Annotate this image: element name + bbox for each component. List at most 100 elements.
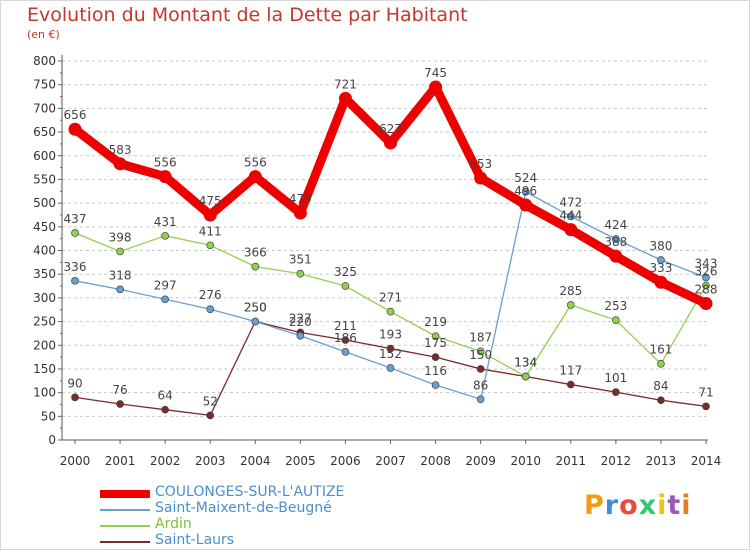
series-point-1 [566, 212, 575, 221]
legend-item: Ardin [100, 516, 400, 534]
data-label: 175 [424, 336, 447, 350]
data-label: 161 [649, 343, 672, 357]
y-tick-label: 50 [41, 409, 56, 423]
legend-swatch [100, 509, 150, 511]
y-tick-label: 800 [33, 54, 56, 68]
data-label: 250 [244, 301, 267, 315]
series-point-0 [609, 249, 623, 263]
logo-letter: i [681, 490, 692, 521]
series-point-1 [702, 273, 710, 282]
series-point-3 [161, 405, 169, 414]
data-label: 134 [514, 356, 537, 370]
data-label: 318 [109, 268, 132, 282]
data-label: 627 [379, 122, 402, 136]
series-point-1 [71, 276, 79, 285]
y-tick-label: 100 [33, 386, 56, 400]
series-point-3 [476, 365, 485, 373]
series-point-2 [476, 347, 485, 356]
logo-letter: x [638, 490, 658, 521]
logo-letter: P [584, 490, 605, 521]
x-tick-label: 2011 [556, 454, 587, 468]
logo-letter: o [619, 490, 639, 521]
series-point-3 [206, 411, 215, 420]
series-point-0 [384, 136, 397, 150]
legend-label: COULONGES-SUR-L'AUTIZE [155, 484, 345, 500]
series-point-2 [251, 262, 260, 271]
series-point-1 [161, 295, 169, 304]
data-label: 76 [112, 383, 127, 397]
legend-label: Saint-Laurs [155, 532, 235, 548]
series-point-3 [431, 353, 440, 361]
data-label: 721 [334, 77, 357, 91]
data-label: 479 [289, 192, 312, 206]
series-point-0 [654, 275, 668, 289]
series-point-0 [68, 122, 82, 136]
data-label: 524 [514, 171, 537, 185]
legend-item: COULONGES-SUR-L'AUTIZE [100, 484, 400, 502]
y-tick-label: 650 [33, 125, 56, 139]
series-point-1 [476, 395, 485, 404]
y-tick-label: 200 [33, 338, 56, 352]
y-tick-label: 700 [33, 101, 56, 115]
series-point-2 [161, 231, 169, 240]
data-label: 288 [695, 283, 718, 297]
data-label: 437 [64, 212, 87, 226]
data-label: 336 [64, 260, 87, 274]
series-point-0 [158, 170, 172, 184]
data-label: 411 [199, 224, 222, 238]
data-label: 380 [649, 239, 672, 253]
legend-swatch [100, 490, 150, 498]
data-label: 366 [244, 246, 267, 260]
data-label: 326 [695, 265, 718, 279]
series-point-1 [431, 381, 440, 389]
y-tick-label: 600 [33, 149, 56, 163]
legend-item: Saint-Maixent-de-Beugné [100, 500, 400, 518]
legend-label: Saint-Maixent-de-Beugné [155, 500, 332, 516]
chart-subtitle: (en €) [27, 28, 60, 41]
series-point-1 [296, 331, 305, 340]
series-point-2 [296, 269, 305, 278]
data-label: 227 [289, 311, 312, 325]
data-label: 86 [473, 378, 488, 392]
data-label: 101 [604, 371, 627, 385]
y-tick-label: 550 [33, 172, 56, 186]
data-label: 193 [379, 328, 402, 342]
series-point-0 [699, 297, 713, 311]
x-tick-label: 2002 [150, 454, 181, 468]
x-tick-label: 2006 [330, 454, 361, 468]
data-label: 52 [203, 394, 218, 408]
series-point-2 [431, 332, 440, 341]
y-tick-label: 500 [33, 196, 56, 210]
series-point-2 [702, 281, 710, 290]
series-point-0 [338, 91, 352, 105]
series-point-3 [71, 393, 79, 402]
data-label: 388 [604, 235, 627, 249]
data-label: 253 [604, 299, 627, 313]
x-tick-label: 2007 [375, 454, 406, 468]
series-point-1 [116, 285, 124, 294]
series-point-0 [429, 80, 443, 94]
x-tick-label: 2009 [465, 454, 496, 468]
x-tick-label: 2012 [601, 454, 632, 468]
y-tick-label: 250 [33, 315, 56, 329]
legend-swatch [100, 541, 150, 543]
series-point-2 [341, 282, 350, 290]
series-point-1 [206, 305, 215, 314]
data-label: 219 [424, 315, 447, 329]
data-label: 745 [424, 66, 447, 80]
series-point-3 [116, 400, 124, 408]
data-label: 271 [379, 291, 402, 305]
logo-letter: r [604, 490, 620, 521]
data-label: 398 [109, 230, 132, 244]
x-tick-label: 2010 [510, 454, 541, 468]
data-label: 134 [514, 356, 537, 370]
x-tick-label: 2000 [60, 454, 91, 468]
data-label: 250 [244, 301, 267, 315]
series-point-1 [386, 364, 395, 372]
x-tick-label: 2003 [195, 454, 226, 468]
series-point-1 [251, 317, 260, 326]
x-tick-label: 2013 [646, 454, 677, 468]
data-label: 285 [559, 284, 582, 298]
data-label: 116 [424, 364, 447, 378]
y-tick-label: 150 [33, 362, 56, 376]
